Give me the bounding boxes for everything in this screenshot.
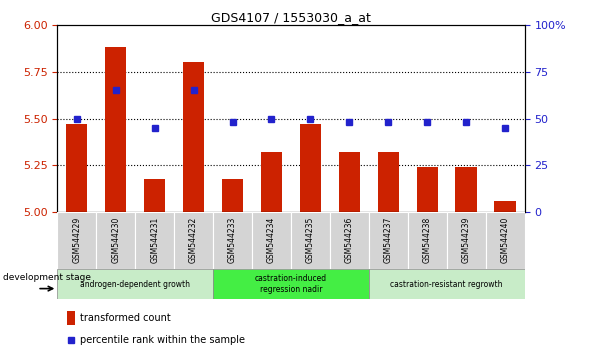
Bar	[300, 124, 321, 212]
Text: percentile rank within the sample: percentile rank within the sample	[80, 335, 245, 345]
Bar	[369, 212, 408, 269]
Text: GSM544236: GSM544236	[345, 217, 354, 263]
Bar	[66, 124, 87, 212]
Text: GSM544237: GSM544237	[384, 217, 393, 263]
Text: castration-resistant regrowth: castration-resistant regrowth	[391, 280, 503, 289]
Bar	[485, 212, 525, 269]
Bar	[96, 212, 135, 269]
Text: GSM544233: GSM544233	[228, 217, 237, 263]
Bar	[57, 269, 213, 299]
Text: GSM544238: GSM544238	[423, 217, 432, 263]
Bar	[447, 212, 485, 269]
Text: androgen-dependent growth: androgen-dependent growth	[80, 280, 190, 289]
Bar	[183, 62, 204, 212]
Title: GDS4107 / 1553030_a_at: GDS4107 / 1553030_a_at	[211, 11, 371, 24]
Text: development stage: development stage	[3, 273, 91, 281]
Text: GSM544240: GSM544240	[500, 217, 510, 263]
Text: transformed count: transformed count	[80, 313, 171, 323]
Bar	[174, 212, 213, 269]
Bar	[213, 212, 252, 269]
Text: castration-induced
regression nadir: castration-induced regression nadir	[255, 274, 327, 294]
Bar	[66, 312, 75, 325]
Text: GSM544234: GSM544234	[267, 217, 276, 263]
Bar	[291, 212, 330, 269]
Bar	[455, 167, 477, 212]
Bar	[330, 212, 369, 269]
Bar	[408, 212, 447, 269]
Text: GSM544239: GSM544239	[462, 217, 471, 263]
Text: GSM544230: GSM544230	[111, 217, 120, 263]
Bar	[144, 179, 165, 212]
Bar	[135, 212, 174, 269]
Bar	[57, 212, 96, 269]
Bar	[222, 179, 243, 212]
Bar	[417, 167, 438, 212]
Bar	[252, 212, 291, 269]
Bar	[213, 269, 369, 299]
Bar	[377, 152, 399, 212]
Text: GSM544231: GSM544231	[150, 217, 159, 263]
Bar	[339, 152, 360, 212]
Bar	[494, 201, 516, 212]
Bar	[260, 152, 282, 212]
Text: GSM544235: GSM544235	[306, 217, 315, 263]
Text: GSM544229: GSM544229	[72, 217, 81, 263]
Bar	[105, 47, 127, 212]
Text: GSM544232: GSM544232	[189, 217, 198, 263]
Bar	[369, 269, 525, 299]
